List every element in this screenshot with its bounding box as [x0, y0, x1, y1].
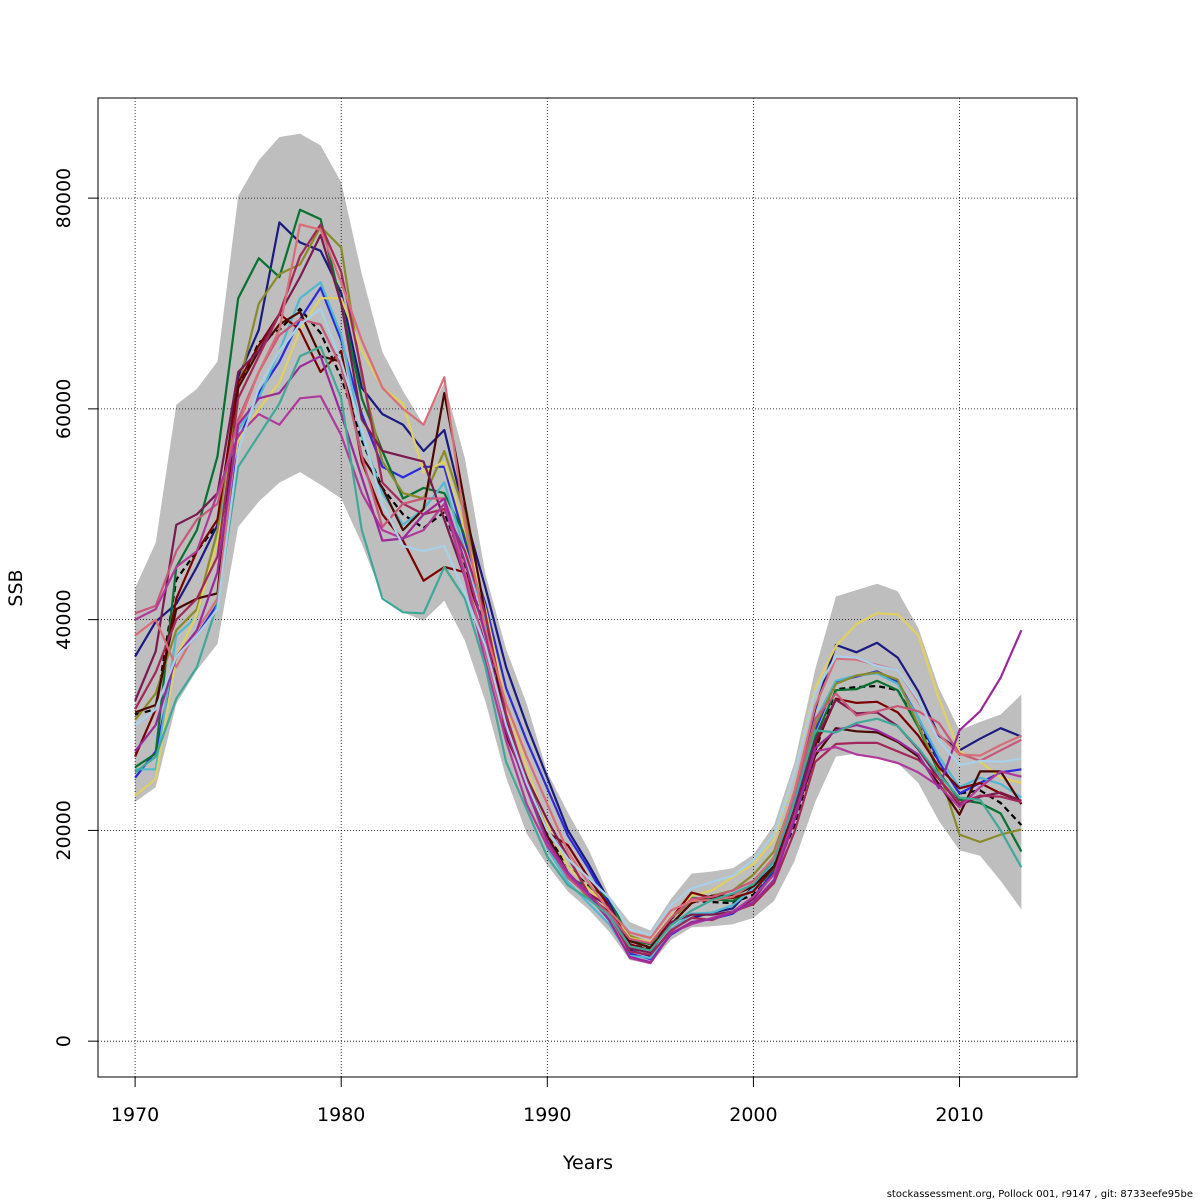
grid-layer: [98, 98, 1077, 1077]
x-axis-title: Years: [562, 1152, 613, 1174]
series-line-17: [134, 307, 1022, 936]
series-layer: [134, 208, 1023, 965]
series-line-14: [134, 395, 1022, 965]
series-line-2: [134, 221, 1022, 957]
x-axis: 1970 1980 1990 2000 2010: [111, 1076, 984, 1126]
x-tick-label: 1980: [317, 1104, 365, 1126]
series-line-11: [134, 223, 1022, 956]
y-axis: 0 20000 40000 60000 80000: [53, 168, 99, 1047]
y-tick-label: 40000: [53, 589, 75, 649]
x-tick-label: 2000: [729, 1104, 777, 1126]
series-line-16: [134, 345, 1023, 952]
x-tick-label: 2010: [935, 1104, 983, 1126]
series-line-1: [134, 307, 1023, 951]
y-axis-title: SSB: [5, 569, 27, 606]
y-tick-label: 60000: [53, 379, 75, 439]
footer-text: stockassessment.org, Pollock 001, r9147 …: [887, 1189, 1193, 1200]
series-line-15: [134, 355, 1023, 964]
x-tick-label: 1970: [111, 1104, 159, 1126]
y-tick-label: 20000: [53, 800, 75, 860]
y-tick-label: 0: [53, 1035, 75, 1047]
y-tick-label: 80000: [53, 168, 75, 228]
x-tick-label: 1990: [523, 1104, 571, 1126]
